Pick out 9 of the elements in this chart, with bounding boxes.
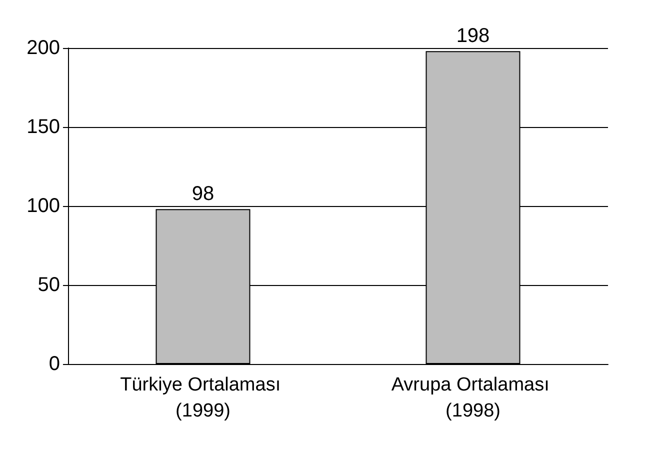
y-tick-label: 150: [26, 116, 60, 138]
x-tick-label: Türkiye Ortalaması (1999): [120, 374, 286, 422]
x-tick-label: Avrupa Ortalaması (1998): [391, 374, 555, 422]
data-label: 98: [192, 183, 214, 206]
data-label: 198: [456, 25, 490, 48]
y-tick-label: 200: [26, 37, 60, 59]
y-tick-label: 0: [48, 353, 60, 375]
y-tick-label: 100: [26, 195, 60, 217]
y-tick-label: 50: [38, 274, 60, 296]
